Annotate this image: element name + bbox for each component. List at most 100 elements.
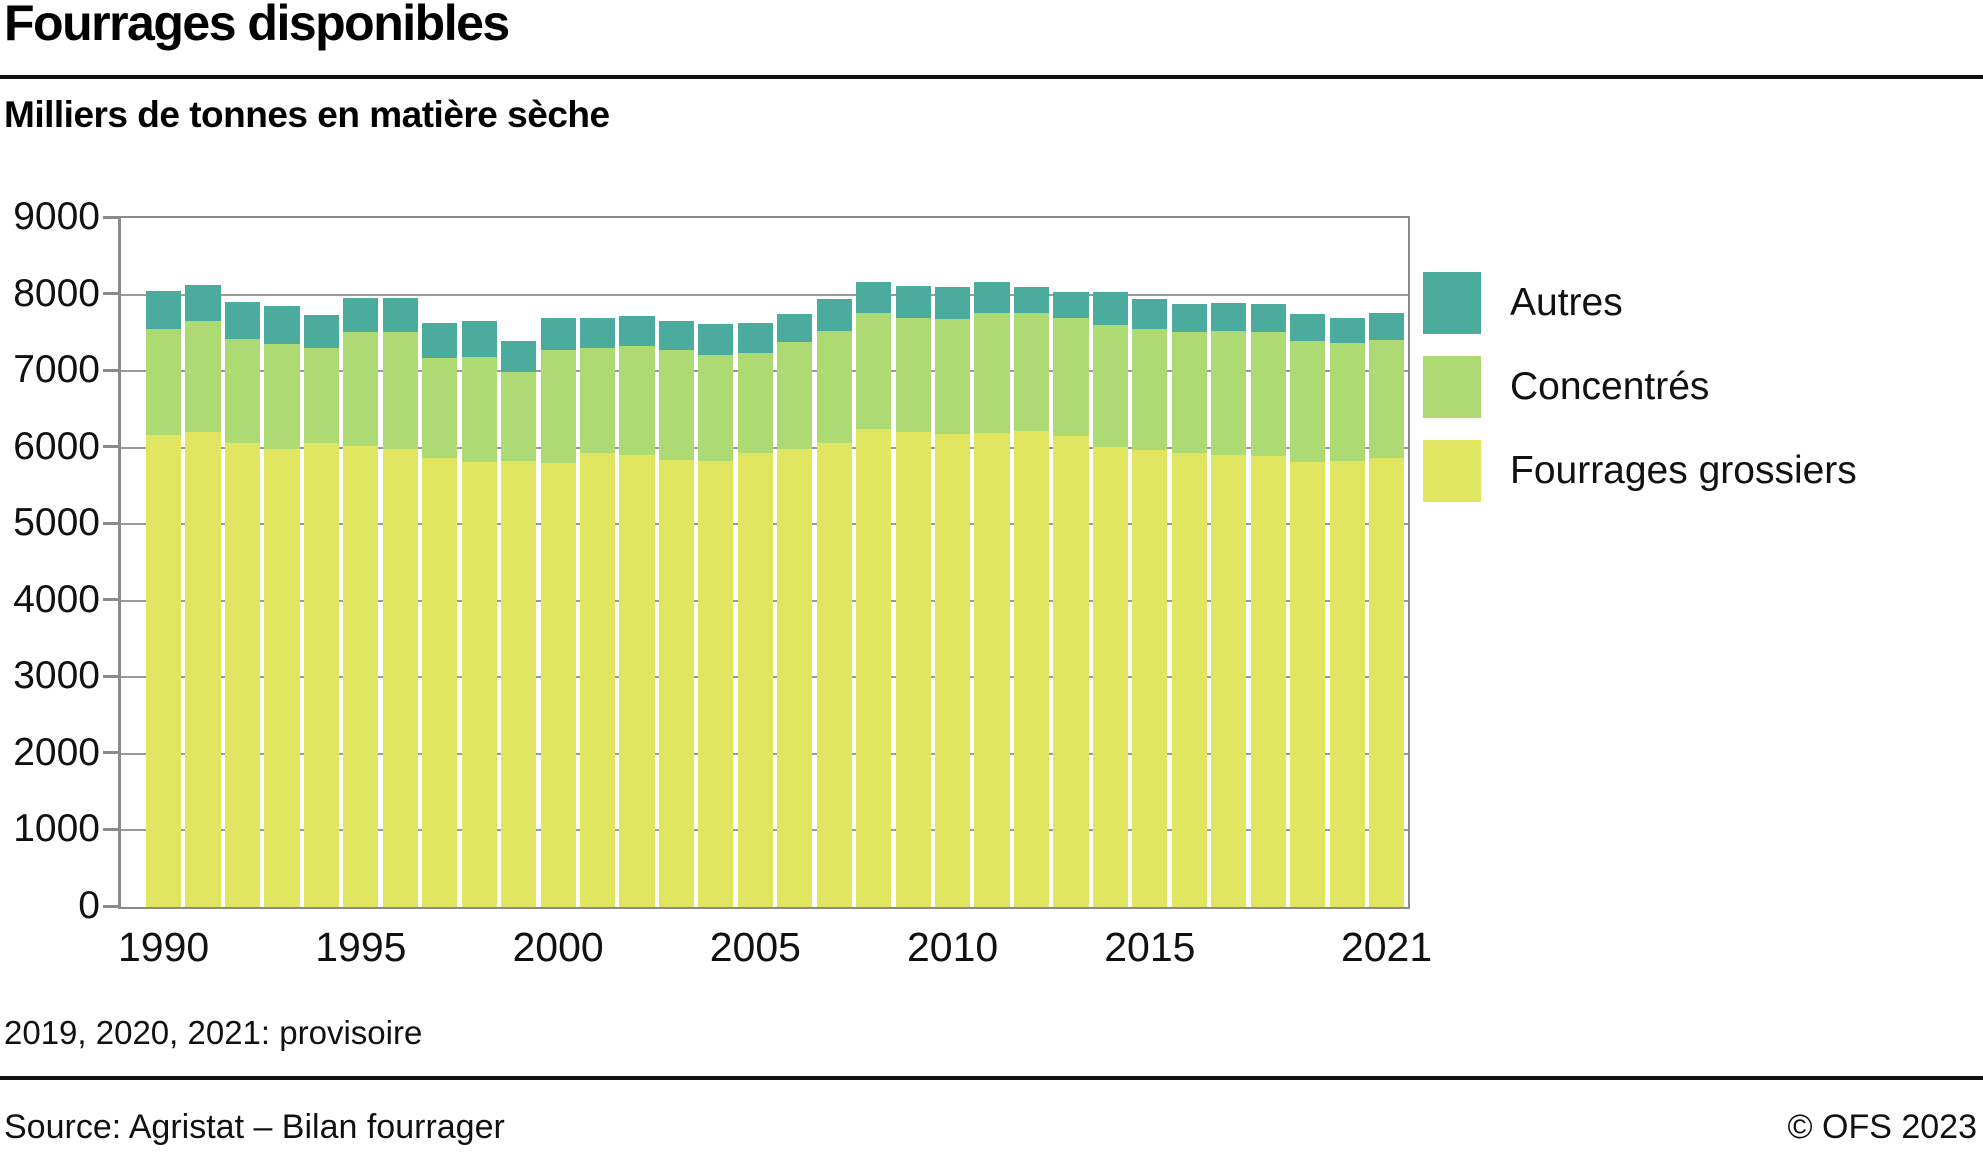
bar-segment-concentr-s-1991 [185, 320, 221, 432]
y-tick-5000 [103, 521, 118, 525]
bar-segment-autres-2000 [540, 317, 576, 351]
bar-segment-fourrages-grossiers-2006 [777, 448, 813, 907]
bar-segment-concentr-s-2004 [698, 355, 734, 462]
bar-segment-fourrages-grossiers-1996 [382, 449, 418, 907]
bar-segment-autres-2008 [856, 282, 892, 313]
y-tick-6000 [103, 445, 118, 449]
y-tick-1000 [103, 827, 118, 831]
bar-segment-concentr-s-2009 [895, 317, 931, 432]
bar-segment-fourrages-grossiers-2012 [1013, 430, 1050, 907]
bar-2007 [816, 299, 852, 907]
bar-segment-autres-1994 [303, 314, 339, 349]
bottom-divider [0, 1076, 1983, 1080]
bar-segment-concentr-s-2001 [579, 348, 616, 454]
y-axis-label-8000: 8000 [13, 271, 100, 315]
bar-1994 [303, 314, 339, 907]
bar-2006 [777, 314, 813, 907]
bar-segment-concentr-s-2021 [1368, 339, 1405, 459]
bar-2002 [619, 316, 655, 907]
bar-segment-autres-2006 [777, 314, 813, 343]
x-axis-label-1995: 1995 [315, 924, 407, 970]
bar-segment-autres-1999 [501, 340, 537, 372]
bar-2020 [1329, 317, 1365, 907]
bar-segment-autres-2010 [935, 286, 971, 319]
bar-segment-concentr-s-1993 [264, 343, 300, 449]
copyright-text: © OFS 2023 [1787, 1108, 1977, 1146]
legend-label-fourrages-grossiers: Fourrages grossiers [1510, 449, 1857, 492]
bar-segment-concentr-s-2012 [1013, 313, 1050, 431]
bar-segment-autres-2014 [1092, 291, 1128, 325]
bar-1992 [224, 301, 261, 907]
bar-segment-fourrages-grossiers-1998 [461, 461, 497, 907]
x-axis-label-2005: 2005 [709, 924, 801, 970]
bar-segment-concentr-s-2016 [1171, 332, 1207, 454]
chart-unit-subtitle: Milliers de tonnes en matière sèche [4, 94, 610, 135]
bar-segment-fourrages-grossiers-2007 [816, 443, 852, 907]
bar-2005 [737, 322, 773, 907]
legend-label-concentr-s: Concentrés [1510, 365, 1710, 408]
bar-segment-fourrages-grossiers-1990 [146, 435, 182, 907]
bar-segment-autres-1991 [185, 284, 221, 321]
y-tick-0 [103, 904, 118, 908]
bar-segment-concentr-s-1995 [343, 332, 379, 447]
bar-segment-autres-2004 [698, 324, 734, 356]
bar-1990 [146, 290, 182, 907]
bar-2013 [1053, 291, 1089, 907]
legend-swatch-fourrages-grossiers [1423, 440, 1481, 502]
bar-segment-fourrages-grossiers-2013 [1053, 435, 1089, 907]
bar-segment-concentr-s-2002 [619, 346, 655, 456]
legend-swatch-concentr-s [1423, 356, 1481, 418]
bar-segment-fourrages-grossiers-2015 [1132, 449, 1168, 907]
plot-area [118, 216, 1410, 909]
y-axis-label-3000: 3000 [13, 654, 100, 698]
bar-segment-fourrages-grossiers-2000 [540, 462, 576, 907]
bar-1996 [382, 297, 418, 907]
bar-segment-fourrages-grossiers-2014 [1092, 447, 1128, 907]
bar-segment-concentr-s-1990 [146, 329, 182, 436]
bar-segment-autres-2011 [974, 282, 1010, 313]
bar-segment-fourrages-grossiers-2002 [619, 455, 655, 907]
bar-segment-concentr-s-1997 [422, 358, 458, 459]
y-tick-4000 [103, 598, 118, 602]
y-axis-label-7000: 7000 [13, 348, 100, 392]
bar-segment-fourrages-grossiers-2009 [895, 431, 931, 907]
bar-2018 [1250, 304, 1286, 907]
bar-segment-fourrages-grossiers-1991 [185, 431, 221, 907]
bar-segment-autres-2020 [1329, 317, 1365, 344]
bar-2003 [658, 320, 695, 907]
bar-segment-autres-1993 [264, 306, 300, 344]
y-axis-label-0: 0 [78, 884, 100, 927]
bar-segment-fourrages-grossiers-2016 [1171, 453, 1207, 907]
bar-segment-autres-1990 [146, 290, 182, 330]
bar-segment-autres-1997 [422, 323, 458, 359]
source-text: Source: Agristat – Bilan fourrager [4, 1108, 505, 1146]
bar-1993 [264, 306, 300, 907]
bar-segment-autres-2009 [895, 286, 931, 318]
bar-segment-fourrages-grossiers-2004 [698, 461, 734, 907]
top-divider [0, 75, 1983, 79]
bar-segment-fourrages-grossiers-2020 [1329, 461, 1365, 907]
x-axis-label-2015: 2015 [1104, 924, 1196, 970]
y-axis-label-2000: 2000 [13, 730, 100, 774]
bar-segment-fourrages-grossiers-2010 [935, 434, 971, 907]
bar-segment-concentr-s-2000 [540, 350, 576, 463]
bar-2009 [895, 286, 931, 907]
x-axis-label-2021: 2021 [1340, 924, 1433, 970]
x-axis-label-1990: 1990 [117, 924, 210, 970]
bar-segment-concentr-s-1996 [382, 332, 418, 450]
bar-segment-concentr-s-2013 [1053, 317, 1089, 436]
y-tick-7000 [103, 368, 118, 372]
bar-2015 [1132, 299, 1168, 907]
bar-segment-concentr-s-1999 [501, 371, 537, 461]
bar-2011 [974, 282, 1010, 907]
bar-segment-autres-2015 [1132, 299, 1168, 330]
bar-segment-autres-2016 [1171, 304, 1207, 333]
bar-segment-autres-2003 [658, 320, 695, 351]
bar-segment-autres-1992 [224, 301, 261, 340]
bar-segment-autres-2005 [737, 322, 773, 353]
bar-segment-autres-2012 [1013, 286, 1050, 314]
y-axis-label-4000: 4000 [13, 577, 100, 621]
bar-segment-fourrages-grossiers-2018 [1250, 455, 1286, 907]
bar-segment-fourrages-grossiers-2011 [974, 433, 1010, 907]
bar-2010 [935, 286, 971, 907]
